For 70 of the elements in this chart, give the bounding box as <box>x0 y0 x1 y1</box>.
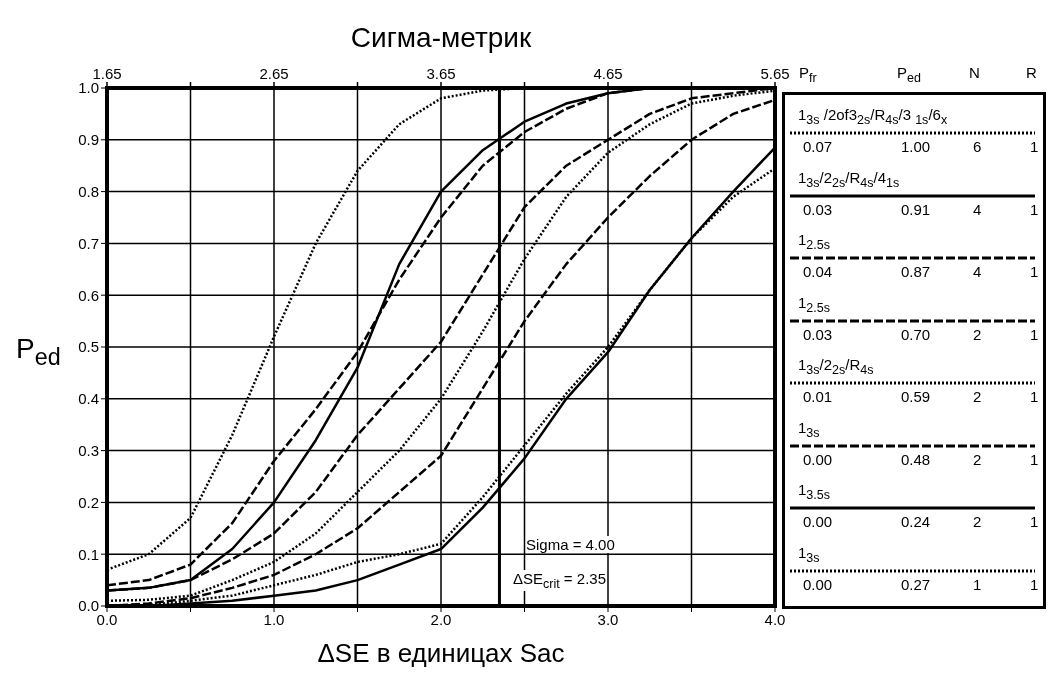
text: 0.04 <box>803 263 833 280</box>
y-tick-label: 0.6 <box>78 286 99 304</box>
x2-axis-title: Сигма-метрик <box>349 22 533 54</box>
text: 0.27 <box>901 575 931 593</box>
text: P$_{fr}$ <box>799 64 817 85</box>
text: 0.48 <box>901 450 931 468</box>
text: 1$_{2.5s}$ <box>798 293 830 315</box>
y-tick-label: 0.5 <box>78 338 99 356</box>
text: 1 <box>973 575 982 593</box>
y-tick-label: 1.0 <box>78 79 99 97</box>
text: 1 <box>1030 575 1039 593</box>
text: 4 <box>973 200 982 218</box>
text: 0.87 <box>901 263 931 280</box>
text: 1$_{3.5s}$ <box>798 481 830 502</box>
text: 2 <box>973 388 982 405</box>
x-axis-title: ΔSE в единицах Sac <box>316 638 566 669</box>
text: 0.03 <box>803 325 833 343</box>
text: R <box>1026 64 1037 81</box>
text: 0.70 <box>901 325 931 343</box>
text: 6 <box>973 138 982 155</box>
text: 0.00 <box>803 513 833 530</box>
x-tick-label: 4.0 <box>764 610 786 628</box>
text: 4 <box>973 263 982 280</box>
text: 0.91 <box>901 200 931 218</box>
annotation: Sigma = 4.00 <box>526 536 615 553</box>
text: 0.24 <box>901 513 931 530</box>
y-tick-label: 0.9 <box>78 131 99 149</box>
y-tick-label: 0.7 <box>78 234 99 252</box>
text: 1$_{2.5s}$ <box>798 231 830 252</box>
y-tick-label: 0.8 <box>78 182 99 200</box>
text: 1$_{3s}$ /2of3$_{2s}$/R$_{4s}$/3 $_{1s}$/6$_{x}$ <box>798 106 948 127</box>
text: 1$_{3s}$ <box>798 418 820 440</box>
y-tick-label: 0.4 <box>78 390 99 408</box>
x2-tick-label: 4.65 <box>593 65 623 82</box>
text: 2 <box>973 450 982 468</box>
text: 1 <box>1030 388 1039 405</box>
annotation: ΔSE$_{crit}$ = 2.35 <box>513 570 606 591</box>
text: 1.00 <box>901 138 931 155</box>
text: 2 <box>973 325 982 343</box>
text: 1 <box>1030 513 1039 530</box>
y-tick-label: 0.2 <box>78 493 99 511</box>
x-tick-label: 1.0 <box>263 610 285 628</box>
text: 1$_{3s}$ <box>798 543 820 565</box>
text: 1 <box>1030 263 1039 280</box>
text: N <box>969 64 980 81</box>
y-axis-title: P$_{ed}$ <box>16 333 61 371</box>
x-tick-label: 3.0 <box>597 610 619 628</box>
x2-tick-label: 2.65 <box>259 65 289 82</box>
text: 1 <box>1030 138 1039 155</box>
text: 1 <box>1030 325 1039 343</box>
x2-tick-label: 1.65 <box>92 65 122 82</box>
text: 0.01 <box>803 388 833 405</box>
text: 1 <box>1030 200 1039 218</box>
y-tick-label: 0.1 <box>78 545 99 563</box>
text: P$_{ed}$ <box>897 64 921 85</box>
x2-tick-label: 5.65 <box>760 65 790 82</box>
text: 0.00 <box>803 450 833 468</box>
y-tick-label: 0.0 <box>78 597 99 615</box>
text: 1$_{3s}$/2$_{2s}$/R$_{4s}$ <box>798 356 874 377</box>
y-tick-label: 0.3 <box>78 441 99 459</box>
text: 0.00 <box>803 575 833 593</box>
x-tick-label: 2.0 <box>430 610 452 628</box>
text: 2 <box>973 513 982 530</box>
text: 1 <box>1030 450 1039 468</box>
text: 0.03 <box>803 200 833 218</box>
text: 0.07 <box>803 138 833 155</box>
x2-tick-label: 3.65 <box>426 65 456 82</box>
text: 1$_{3s}$/2$_{2s}$/R$_{4s}$/4$_{1s}$ <box>798 168 900 190</box>
text: 0.59 <box>901 388 931 405</box>
x-tick-label: 0.0 <box>96 610 118 628</box>
